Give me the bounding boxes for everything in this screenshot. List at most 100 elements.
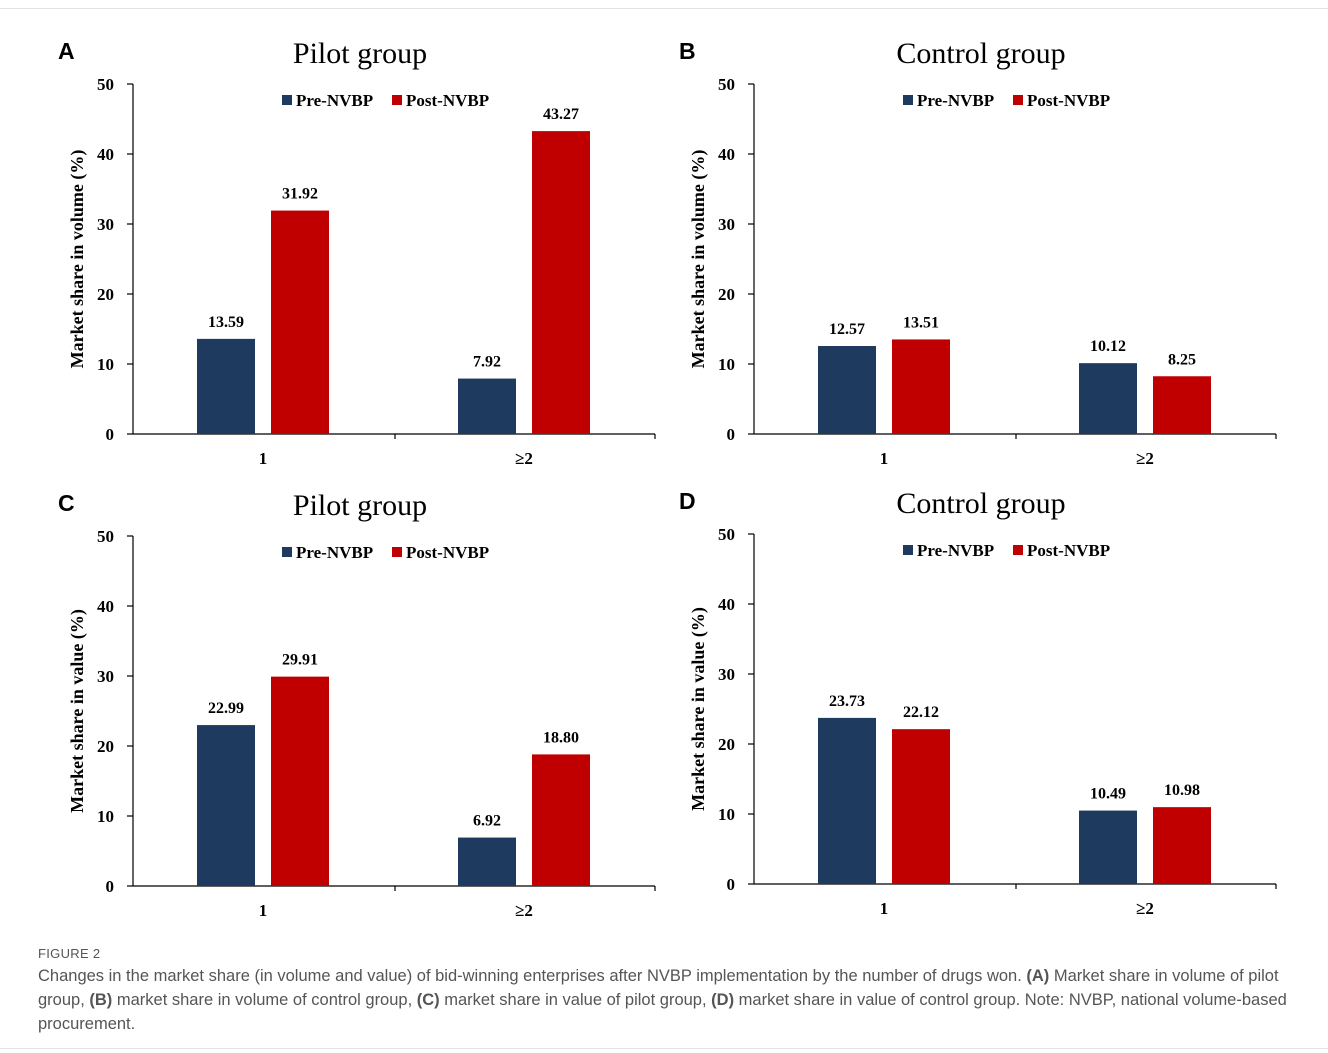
figure-label: FIGURE 2: [38, 946, 101, 961]
bar-post-2: [532, 754, 590, 886]
legend-label: Pre-NVBP: [296, 543, 373, 562]
y-tick-label: 20: [97, 285, 114, 304]
legend: Pre-NVBP Post-NVBP: [282, 543, 489, 562]
x-tick-label: ≥2: [515, 449, 533, 468]
data-label: 7.92: [473, 354, 501, 371]
y-axis-label: Market share in volume (%): [67, 150, 88, 369]
y-tick-label: 0: [106, 425, 115, 444]
top-divider: [0, 8, 1328, 9]
y-tick-label: 30: [718, 215, 735, 234]
data-label: 13.51: [903, 314, 939, 331]
bar-pre-1: [818, 717, 876, 884]
chart-panel-b: B Control group 0 10 20 30 40 50 Market share in…: [679, 37, 1277, 468]
bar-pre-2: [1079, 363, 1137, 434]
y-tick-label: 0: [727, 425, 736, 444]
x-tick-label: ≥2: [515, 901, 533, 920]
chart-title: Control group: [896, 37, 1065, 70]
bar-post-1: [892, 729, 950, 884]
y-axis-label: Market share in volume (%): [688, 150, 709, 369]
y-tick-label: 40: [97, 597, 114, 616]
bar-post-2: [1153, 376, 1211, 434]
caption-segment: market share in value of control group. …: [38, 991, 1287, 1033]
bar-pre-2: [458, 378, 516, 434]
bar-pre-2: [1079, 810, 1137, 884]
data-label: 10.12: [1090, 338, 1126, 355]
legend-swatch-pre: [903, 545, 913, 555]
data-label: 22.99: [208, 700, 244, 717]
legend-swatch-post: [1013, 545, 1023, 555]
legend-swatch-post: [392, 95, 402, 105]
data-label: 13.59: [208, 314, 244, 331]
y-tick-label: 50: [718, 75, 735, 94]
caption-text: Changes in the market share (in volume a…: [38, 964, 1313, 1036]
y-tick-label: 30: [97, 667, 114, 686]
y-tick-label: 20: [97, 737, 114, 756]
legend-label: Post-NVBP: [1027, 541, 1110, 560]
data-label: 31.92: [282, 186, 318, 203]
legend: Pre-NVBP Post-NVBP: [903, 541, 1110, 560]
chart-panel-d: D Control group 0 10 20 30 40 50 Market share in…: [679, 487, 1277, 918]
legend-label: Post-NVBP: [406, 91, 489, 110]
y-tick-label: 0: [727, 875, 736, 894]
chart-title: Pilot group: [293, 37, 427, 70]
data-label: 12.57: [829, 321, 865, 338]
panel-letter: D: [679, 488, 696, 514]
caption-segment: market share in value of pilot group,: [439, 991, 712, 1009]
y-tick-label: 40: [97, 145, 114, 164]
panel-letter: B: [679, 38, 696, 64]
bar-pre-2: [458, 837, 516, 886]
data-label: 22.12: [903, 704, 939, 721]
bottom-divider: [0, 1048, 1328, 1049]
x-tick-label: 1: [259, 449, 268, 468]
data-label: 43.27: [543, 106, 579, 123]
legend: Pre-NVBP Post-NVBP: [903, 91, 1110, 110]
y-tick-label: 0: [106, 877, 115, 896]
bar-post-2: [532, 131, 590, 435]
y-tick-label: 30: [718, 665, 735, 684]
bar-pre-1: [197, 725, 255, 886]
legend-label: Post-NVBP: [1027, 91, 1110, 110]
caption-panel-ref: (C): [416, 991, 440, 1009]
legend-swatch-pre: [903, 95, 913, 105]
bar-post-1: [271, 210, 329, 434]
x-tick-label: 1: [880, 449, 889, 468]
y-tick-label: 10: [718, 805, 735, 824]
legend: Pre-NVBP Post-NVBP: [282, 91, 489, 110]
legend-swatch-pre: [282, 95, 292, 105]
data-label: 10.98: [1164, 782, 1200, 799]
caption-panel-ref: (A): [1026, 967, 1050, 985]
x-tick-label: 1: [880, 899, 889, 918]
bar-pre-1: [818, 346, 876, 434]
y-tick-label: 40: [718, 145, 735, 164]
legend-label: Pre-NVBP: [917, 541, 994, 560]
y-tick-label: 50: [97, 527, 114, 546]
y-axis-label: Market share in value (%): [67, 609, 88, 813]
legend-label: Pre-NVBP: [296, 91, 373, 110]
x-tick-label: ≥2: [1136, 449, 1154, 468]
y-tick-label: 20: [718, 735, 735, 754]
legend-label: Post-NVBP: [406, 543, 489, 562]
bar-post-1: [892, 339, 950, 434]
legend-swatch-post: [1013, 95, 1023, 105]
chart-panel-a: A Pilot group 0 10 20 30 40 50 Market share in v…: [58, 37, 656, 468]
y-tick-label: 50: [718, 525, 735, 544]
data-label: 10.49: [1090, 786, 1126, 803]
legend-swatch-post: [392, 547, 402, 557]
y-tick-label: 50: [97, 75, 114, 94]
panel-letter: A: [58, 38, 75, 64]
y-tick-label: 30: [97, 215, 114, 234]
caption-panel-ref: (D): [711, 991, 735, 1009]
y-axis-label: Market share in value (%): [688, 607, 709, 811]
y-tick-label: 10: [97, 807, 114, 826]
caption-panel-ref: (B): [89, 991, 113, 1009]
chart-panel-c: C Pilot group 0 10 20 30 40 50 Market share in v…: [58, 489, 656, 920]
data-label: 29.91: [282, 652, 318, 669]
y-tick-label: 10: [97, 355, 114, 374]
data-label: 8.25: [1168, 351, 1196, 368]
y-tick-label: 20: [718, 285, 735, 304]
y-tick-label: 40: [718, 595, 735, 614]
bar-pre-1: [197, 338, 255, 434]
chart-title: Control group: [896, 487, 1065, 520]
caption-segment: Changes in the market share (in volume a…: [38, 967, 1027, 985]
